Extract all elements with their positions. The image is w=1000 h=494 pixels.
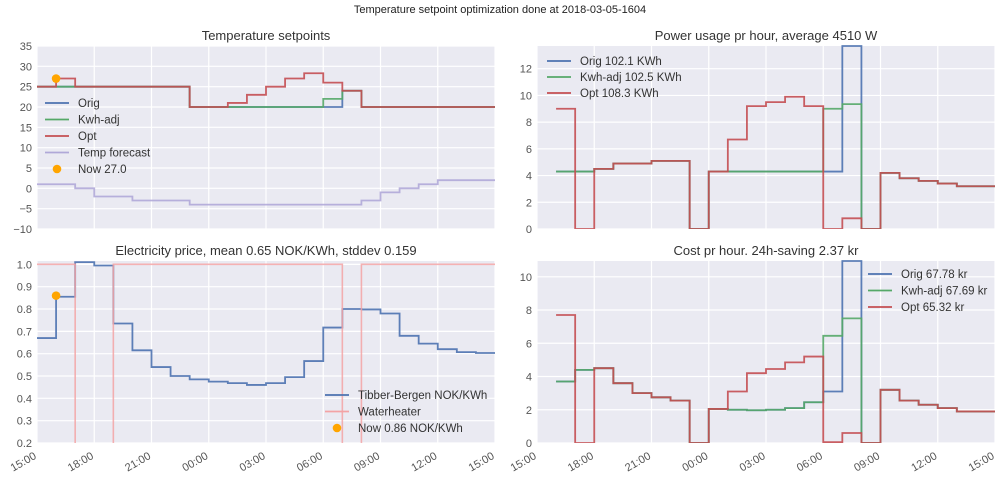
x-tick-label: 15:00 — [467, 450, 497, 474]
y-tick-label: 25 — [20, 82, 32, 94]
y-tick-label: 5 — [26, 163, 32, 175]
x-tick-label: 06:00 — [795, 450, 825, 474]
y-tick-label: 0 — [526, 224, 532, 236]
y-tick-label: 0.7 — [17, 326, 32, 338]
legend-marker — [332, 423, 342, 433]
x-tick-label: 00:00 — [180, 450, 210, 474]
y-tick-label: 0.6 — [17, 349, 32, 361]
subplot-2: 0 2 4 6 8 10 12 Power usage pr hour, average 45… — [520, 28, 996, 236]
y-tick-label: −10 — [13, 224, 32, 236]
legend-label: Kwh-adj — [78, 115, 120, 127]
y-tick-label: 30 — [20, 61, 32, 73]
x-tick-label: 12:00 — [909, 450, 939, 474]
legend-label: Orig 67.78 kr — [901, 269, 968, 281]
y-tick-label: 6 — [526, 338, 532, 350]
x-tick-label: 09:00 — [352, 450, 382, 474]
y-tick-label: 10 — [520, 90, 532, 102]
x-tick-label: 18:00 — [66, 450, 96, 474]
legend: Orig 102.1 KWh Kwh-adj 102.5 KWh Opt 108.3… — [547, 56, 682, 100]
x-tick-label: 18:00 — [566, 450, 596, 474]
subplot-title: Electricity price, mean 0.65 NOK/KWh, st… — [115, 243, 416, 258]
subplot-3: 0.2 0.3 0.4 0.5 0.6 0.7 0.8 0.9 1.0 15:00 18:00 21:… — [9, 243, 497, 474]
y-tick-label: 0 — [26, 183, 32, 195]
series-line-opt — [37, 72, 495, 108]
y-tick-label: 0.3 — [17, 416, 32, 428]
x-tick-label: 15:00 — [509, 450, 539, 474]
series-line-waterheater — [37, 263, 495, 443]
y-tick-label: 0.9 — [17, 282, 32, 294]
x-tick-label: 21:00 — [623, 450, 653, 474]
y-tick-label: 2 — [526, 197, 532, 209]
legend-marker — [52, 164, 62, 174]
y-tick-label: 15 — [20, 122, 32, 134]
subplot-4: 0 2 4 6 8 10 15:00 18:00 21:00 00:00 03:00 06:00 09:… — [509, 243, 997, 474]
figure-suptitle: Temperature setpoint optimization done a… — [354, 4, 646, 16]
series-line-opt — [556, 95, 995, 229]
subplot-title: Cost pr hour. 24h-saving 2.37 kr — [674, 243, 860, 258]
y-tick-label: 8 — [526, 117, 532, 129]
plot-area — [556, 45, 995, 229]
legend-label: Tibber-Bergen NOK/KWh — [358, 390, 487, 402]
legend-label: Waterheater — [358, 407, 421, 419]
x-tick-label: 03:00 — [238, 450, 268, 474]
x-tick-label: 00:00 — [680, 450, 710, 474]
x-tick-label: 03:00 — [738, 450, 768, 474]
legend-label: Kwh-adj 102.5 KWh — [580, 72, 682, 84]
subplot-title: Power usage pr hour, average 4510 W — [655, 28, 878, 43]
y-tick-label: 2 — [526, 405, 532, 417]
y-tick-label: 10 — [20, 143, 32, 155]
y-tick-label: 0.4 — [17, 393, 32, 405]
legend-label: Now 0.86 NOK/KWh — [358, 423, 463, 435]
y-tick-label: −5 — [19, 204, 32, 216]
y-tick-label: 35 — [20, 41, 32, 53]
x-tick-label: 12:00 — [409, 450, 439, 474]
legend-label: Orig 102.1 KWh — [580, 56, 662, 68]
x-tick-label: 15:00 — [967, 450, 997, 474]
plot-area — [37, 261, 495, 443]
plot-area — [556, 260, 995, 443]
y-tick-label: 12 — [520, 64, 532, 76]
x-tick-label: 09:00 — [852, 450, 882, 474]
y-tick-label: 0.5 — [17, 371, 32, 383]
plot-area — [37, 72, 495, 206]
y-tick-label: 10 — [520, 272, 532, 284]
legend-label: Kwh-adj 67.69 kr — [901, 286, 987, 298]
subplot-title: Temperature setpoints — [202, 28, 331, 43]
series-line-temp — [37, 179, 495, 206]
legend-label: Temp forecast — [78, 148, 151, 160]
legend-label: Now 27.0 — [78, 164, 127, 176]
legend-label: Opt 65.32 kr — [901, 302, 964, 314]
y-tick-label: 1.0 — [17, 259, 32, 271]
subplot-1: −10 −5 0 5 10 15 20 25 30 35 Temperature setpoints… — [13, 28, 496, 236]
x-tick-label: 21:00 — [123, 450, 153, 474]
y-tick-label: 4 — [526, 372, 532, 384]
y-tick-label: 0 — [526, 438, 532, 450]
legend-label: Opt 108.3 KWh — [580, 88, 659, 100]
y-tick-label: 8 — [526, 305, 532, 317]
now-marker — [51, 291, 61, 300]
y-tick-label: 0.2 — [17, 438, 32, 450]
y-tick-label: 6 — [526, 144, 532, 156]
y-tick-label: 4 — [526, 171, 532, 183]
now-marker — [51, 74, 61, 83]
x-tick-label: 15:00 — [9, 450, 39, 474]
y-tick-label: 20 — [20, 102, 32, 114]
legend: Orig Kwh-adj Opt Temp forecast Now 27.0 — [45, 98, 151, 176]
legend: Tibber-Bergen NOK/KWh Waterheater Now 0.86… — [325, 390, 487, 435]
legend-label: Orig — [78, 98, 100, 110]
series-line-opt — [556, 314, 995, 443]
legend: Orig 67.78 kr Kwh-adj 67.69 kr Opt 65.32 k… — [868, 269, 987, 314]
legend-label: Opt — [78, 131, 97, 143]
y-tick-label: 0.8 — [17, 304, 32, 316]
x-tick-label: 06:00 — [295, 450, 325, 474]
